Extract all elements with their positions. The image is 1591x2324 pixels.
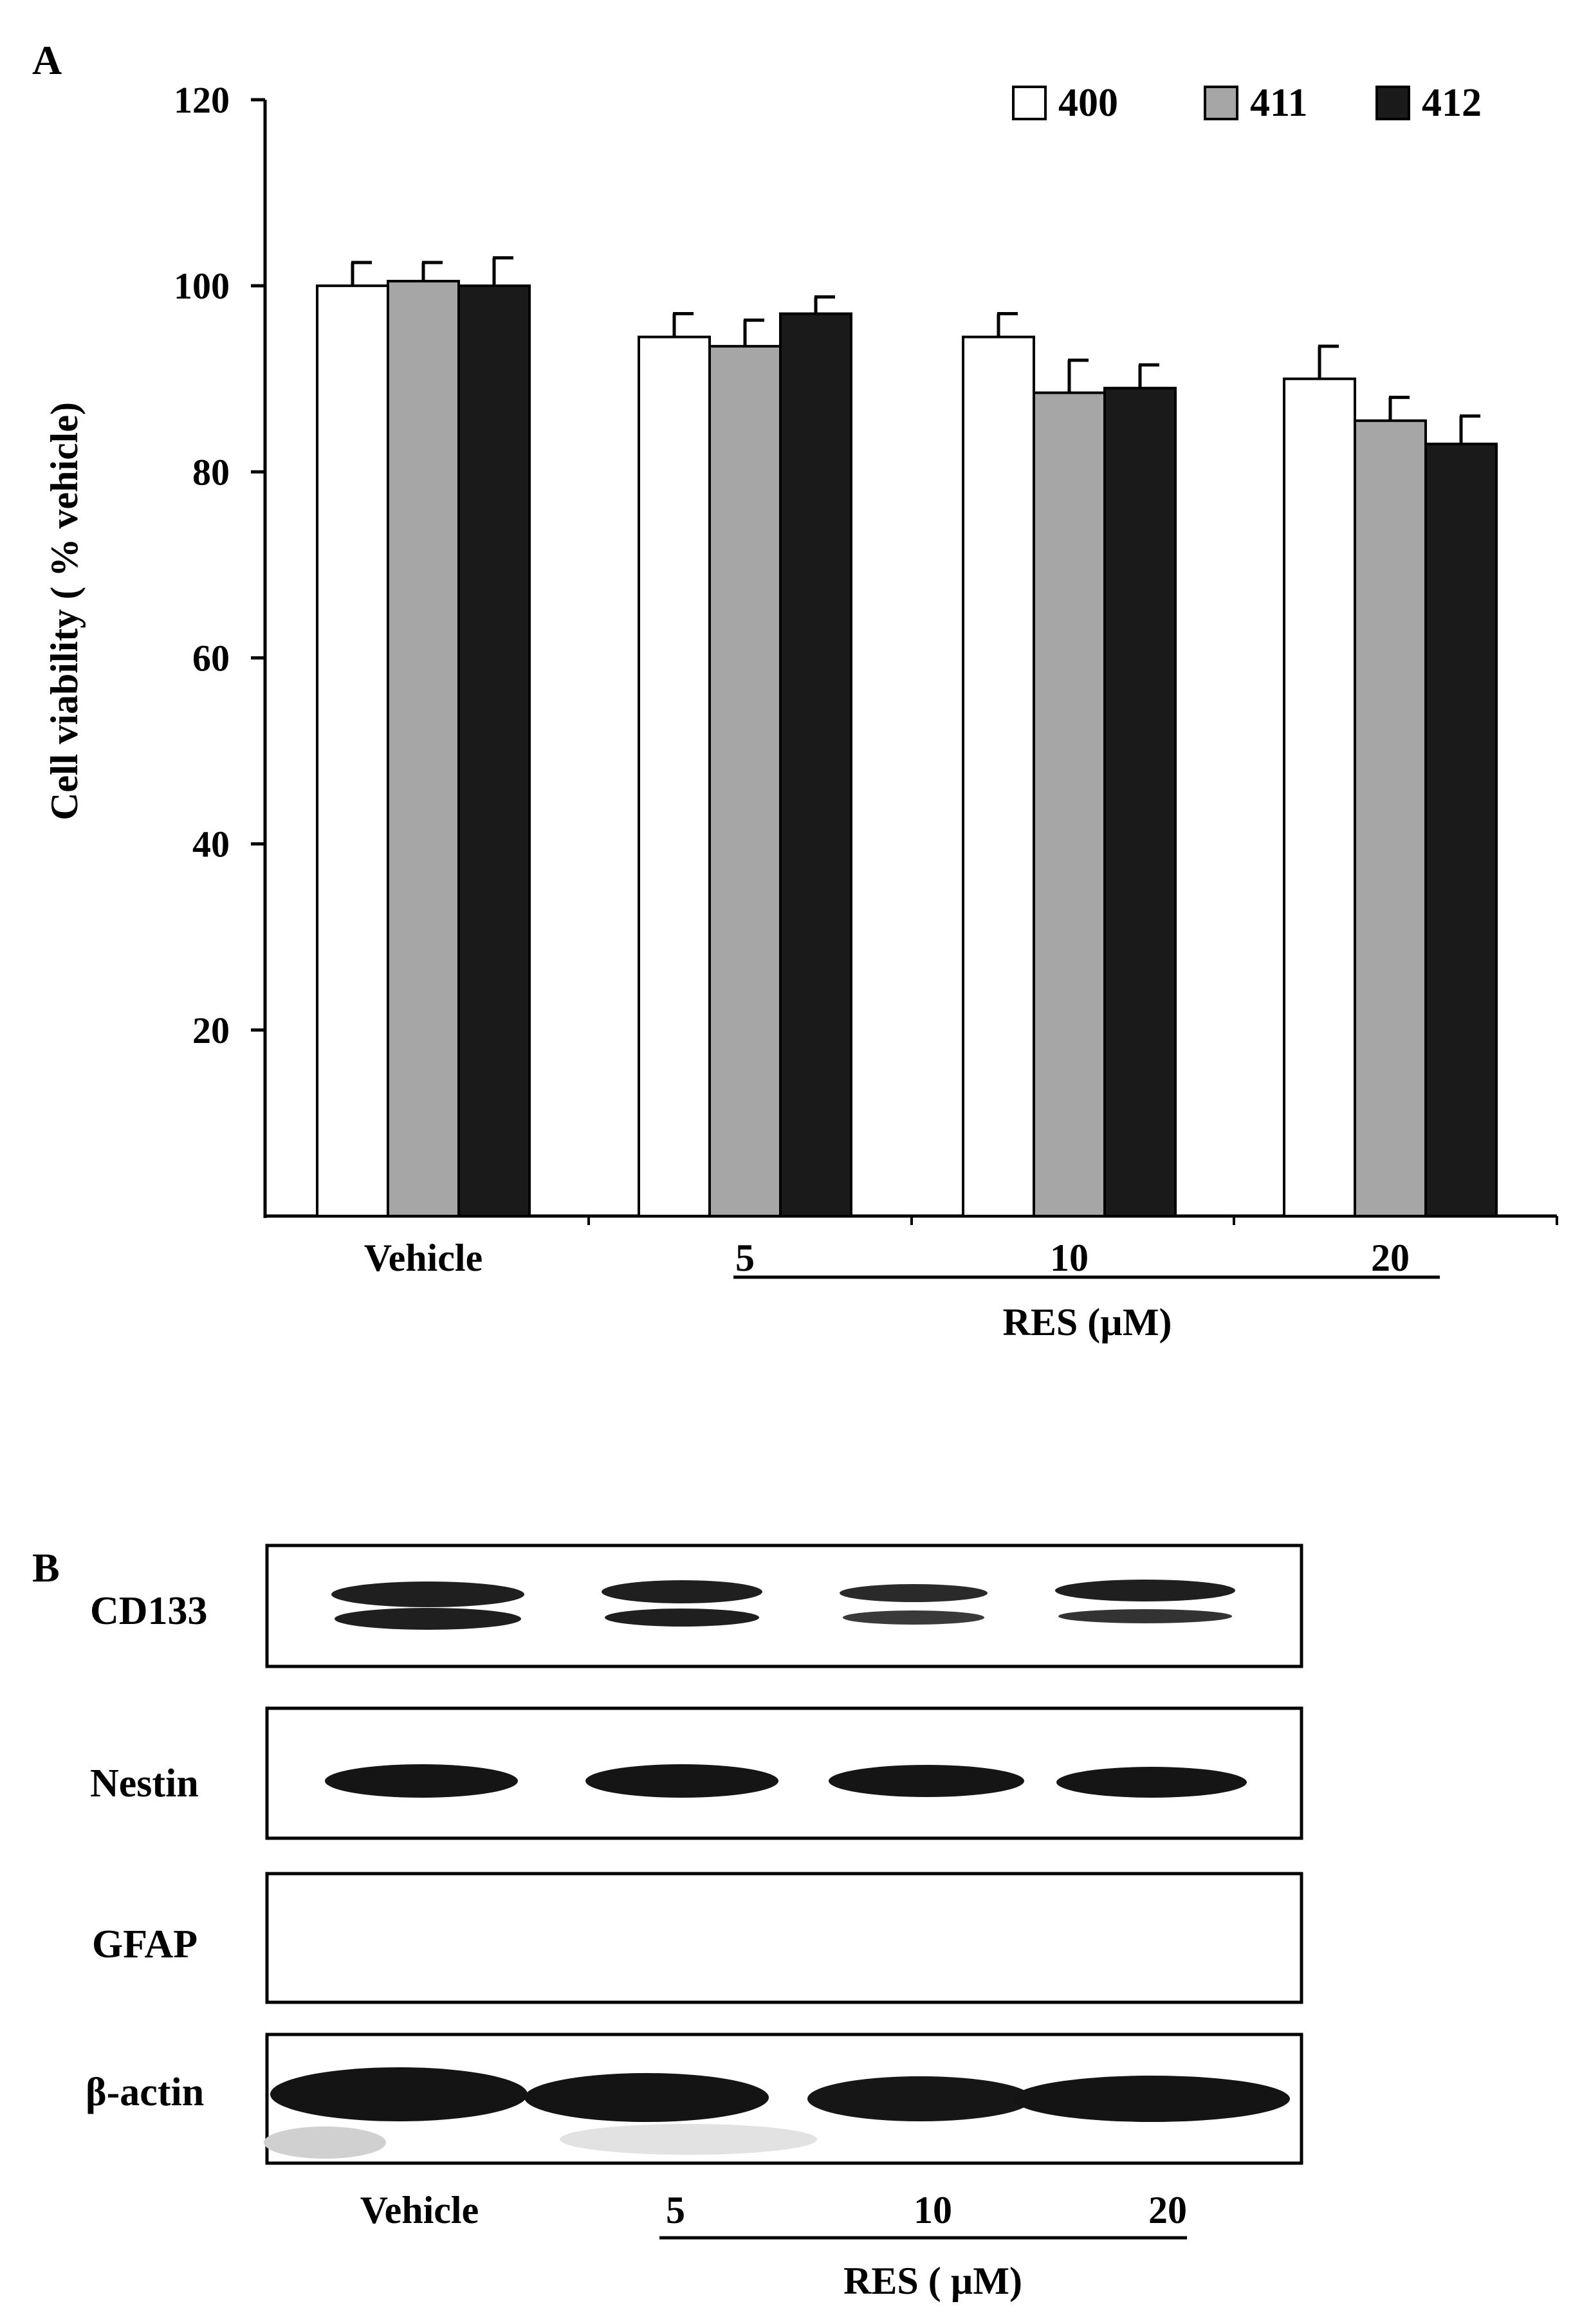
- bands-beta-actin: [264, 2067, 1290, 2159]
- chart-legend: 400 411 412: [1012, 81, 1482, 125]
- x-tick-label-vehicle: Vehicle: [364, 1237, 483, 1279]
- y-tick-label-120: 120: [174, 79, 230, 121]
- bar-411-10: [1033, 391, 1106, 1217]
- panel-a-letter: A: [32, 37, 62, 83]
- blot-group-title: RES ( µM): [843, 2260, 1022, 2302]
- x-group-title: RES (µM): [1003, 1301, 1172, 1343]
- bar-411-20: [1354, 419, 1427, 1217]
- legend-swatch-411: [1204, 86, 1238, 120]
- x-tick-label-5: 5: [735, 1237, 755, 1279]
- bands-nestin: [325, 1764, 1247, 1798]
- bar-411-5: [708, 345, 782, 1217]
- blot-label-nestin: Nestin: [90, 1762, 199, 1805]
- y-tick-label-60: 60: [192, 638, 230, 679]
- bar-400-20: [1283, 377, 1356, 1217]
- y-tick-label-20: 20: [192, 1010, 230, 1051]
- lane-label-20: 20: [1148, 2189, 1187, 2231]
- legend-label-400: 400: [1058, 81, 1118, 125]
- blot-label-cd133: CD133: [90, 1589, 208, 1633]
- blot-label-beta-actin: β-actin: [86, 2070, 204, 2114]
- lane-label-vehicle: Vehicle: [360, 2189, 479, 2231]
- bar-400-vehicle: [316, 284, 389, 1218]
- y-axis: 20 40 60 80 100 120: [174, 79, 267, 1218]
- bar-412-20: [1424, 442, 1498, 1217]
- blot-label-gfap: GFAP: [92, 1923, 198, 1966]
- legend-label-411: 411: [1250, 81, 1308, 125]
- legend-swatch-412: [1375, 86, 1410, 120]
- bar-400-10: [962, 335, 1035, 1217]
- bands-cd133: [331, 1580, 1235, 1630]
- x-axis: Vehicle 5 10 20: [264, 1214, 1558, 1279]
- x-tick-label-20: 20: [1371, 1237, 1410, 1279]
- bar-marks: [316, 256, 1498, 1218]
- bar-400-5: [638, 335, 711, 1217]
- lane-label-10: 10: [914, 2189, 952, 2231]
- blot-frame-gfap: [265, 1872, 1303, 2004]
- y-tick-label-40: 40: [192, 824, 230, 865]
- lane-label-5: 5: [666, 2189, 685, 2231]
- bar-411-vehicle: [387, 279, 460, 1217]
- legend-swatch-400: [1012, 86, 1047, 120]
- panel-b-letter: B: [32, 1545, 60, 1591]
- bar-412-10: [1103, 387, 1177, 1217]
- y-tick-label-80: 80: [192, 451, 230, 493]
- western-blot: CD133 Nestin GFAP β-actin Vehicle 5 10 2…: [86, 1544, 1303, 2302]
- x-tick-label-10: 10: [1050, 1237, 1089, 1279]
- bar-412-vehicle: [457, 284, 531, 1218]
- y-axis-title: Cell viability ( % vehicle): [43, 402, 86, 820]
- bar-chart: 400 411 412 20 40 60 80 100 120 Vehicle 5 10 20 Ce…: [43, 79, 1558, 1343]
- legend-label-412: 412: [1422, 81, 1482, 125]
- y-tick-label-100: 100: [174, 265, 230, 307]
- bar-412-5: [779, 312, 852, 1218]
